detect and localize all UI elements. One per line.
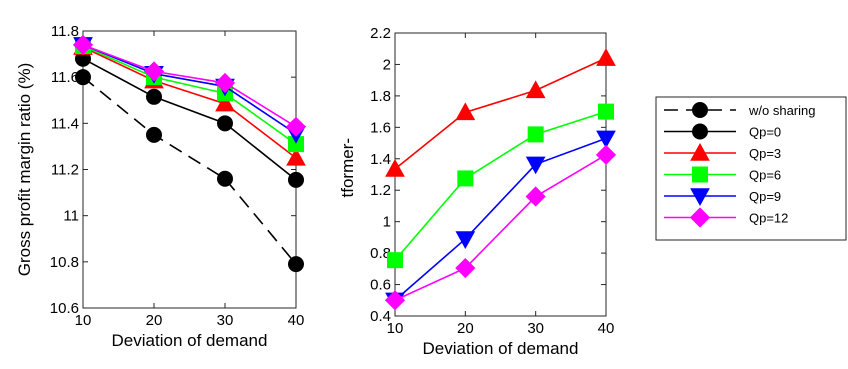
data-point [217,170,233,187]
plot-area-box [82,30,297,309]
series-qp-9 [73,37,306,144]
data-point [596,130,616,149]
legend-marker [692,166,708,183]
legend-item: Qp=12 [664,207,788,228]
x-tick-label: 40 [598,320,615,337]
series-qp-12 [72,34,307,137]
x-tick-label: 40 [288,312,305,329]
legend-item: Qp=9 [664,188,781,207]
x-tick-label: 20 [457,320,474,337]
y-axis-label: Turnover of platformer-owned trucks [338,38,357,311]
data-point [596,48,616,66]
data-point [527,126,544,143]
data-point [146,126,162,143]
series-line [82,44,297,128]
y-tick-label: 0.6 [370,277,391,294]
y-tick-label: 1.6 [370,119,391,136]
x-tick-label: 10 [387,320,404,337]
profit-margin-chart: 10.6 10.8 11 11.2 11.4 11.6 11.8 10 20 30 40 Deviat… [15,23,307,350]
x-tick-label: 30 [527,320,544,337]
y-tick-label: 0.8 [370,245,391,262]
series-line [394,110,607,261]
y-tick-label: 1.8 [370,88,391,105]
series-line [394,137,607,301]
data-point [285,116,307,137]
data-point [525,156,546,175]
data-point [384,290,406,311]
legend-label: Qp=3 [749,146,781,161]
data-point [455,102,476,121]
legend-label: w/o sharing [748,103,815,118]
legend-item: Qp=3 [664,142,781,161]
series-qp-0 [75,50,304,188]
y-tick-label: 11.2 [51,162,79,179]
legend-label: Qp=12 [749,211,788,226]
legend-marker [690,188,710,207]
series-line [82,45,297,145]
data-point [387,252,403,269]
data-point [214,72,236,94]
series-qp-12 [384,144,617,311]
data-point [598,103,614,120]
legend: w/o sharing Qp=0 Qp=3 Qp=6 Qp=9 Qp=12 [655,96,847,241]
data-point [217,115,233,132]
legend-box [655,96,847,241]
series-line [394,57,607,170]
data-point [595,144,617,165]
series-line [82,46,297,159]
truck-turnover-chart: 0.4 0.6 0.8 1 1.2 1.4 1.6 1.8 2 2.2 10 20 30 40 Deviat… [338,25,617,358]
series-w-o-sharing [75,69,304,273]
data-point [72,34,94,55]
series-qp-6 [387,103,614,269]
legend-item: w/o sharing [664,102,815,118]
legend-marker [692,102,708,118]
legend-label: Qp=0 [749,125,781,140]
legend-item: Qp=6 [664,166,781,183]
legend-marker [692,123,708,140]
y-tick-label: 2 [383,56,391,73]
y-tick-label: 10.8 [50,254,79,271]
x-axis-label: Deviation of demand [423,339,579,358]
y-tick-label: 11.4 [51,115,79,132]
series-qp-9 [385,130,616,311]
data-point [146,88,162,105]
data-point [455,231,476,249]
y-tick-label: 10.6 [50,300,79,317]
x-tick-label: 10 [75,312,92,329]
data-point [385,158,405,177]
y-axis-label: Gross profit margin ratio (%) [15,63,34,277]
data-point [286,147,306,166]
y-tick-label: 1 [383,214,391,231]
data-point [457,170,474,187]
y-tick-label: 11.6 [51,69,79,86]
data-point [288,171,304,188]
y-tick-label: 11 [63,208,79,225]
legend-label: Qp=6 [749,168,781,183]
legend-marker [689,207,711,228]
y-tick-label: 1.4 [370,151,391,168]
data-point [455,257,476,279]
series-line [82,76,297,265]
x-tick-label: 30 [217,312,234,329]
series-line [82,57,297,181]
series-qp-3 [385,48,616,177]
y-tick-label: 11.8 [51,23,79,40]
legend-item: Qp=0 [664,123,781,140]
legend-label: Qp=9 [749,189,781,204]
data-point [525,80,546,99]
legend-marker [690,142,710,161]
data-point [143,61,165,82]
series-line [82,44,297,135]
x-axis-label: Deviation of demand [112,331,268,350]
y-tick-label: 2.2 [370,25,391,42]
series-line [394,154,607,302]
data-point [288,256,304,273]
data-point [75,69,91,86]
x-tick-label: 20 [146,312,163,329]
y-tick-label: 0.4 [370,308,391,325]
y-tick-label: 1.2 [370,182,391,199]
data-point [215,93,235,112]
data-point [525,186,546,207]
